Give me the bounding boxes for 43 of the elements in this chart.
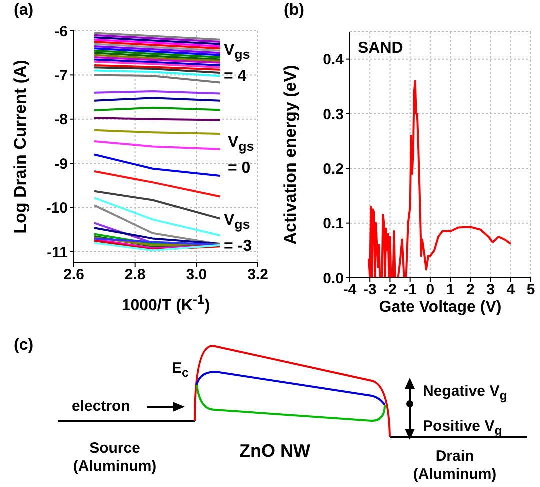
x-tick-label: -4	[343, 282, 358, 299]
x-tick-label: 5	[526, 282, 536, 299]
chart-title: (a)	[14, 2, 34, 20]
y-tick-label: 0.2	[323, 160, 344, 178]
x-tick-label: 1	[446, 282, 455, 299]
x-axis-title: Gate Voltage (V)	[378, 299, 503, 317]
chart-title: (b)	[284, 2, 304, 20]
annotation: V$_{gs}$ = 4	[224, 41, 252, 88]
x-tick-label: 3.0	[186, 266, 208, 284]
x-tick-label: 2	[466, 282, 475, 299]
text: E$_{c}$	[172, 360, 190, 382]
x-tick-label: 2.8	[124, 266, 146, 284]
text: (c)	[14, 337, 34, 355]
x-tick-label: 3	[486, 282, 495, 299]
x-tick-label: 0	[426, 282, 435, 299]
y-tick-label: 0.3	[323, 106, 344, 124]
x-tick-label: 3.2	[248, 266, 268, 284]
y-axis-title: Log Drain Current (A)	[11, 60, 31, 234]
annotation: V$_{gs}$ = 0	[228, 133, 256, 180]
source-note: Source (Aluminum)	[72, 440, 158, 476]
text: ZnO NW	[238, 441, 312, 461]
x-tick-label: 4	[506, 282, 516, 299]
y-tick-label: 0.0	[323, 270, 344, 288]
x-tick-label: -1	[404, 282, 418, 299]
y-axis-title: Activation energy (eV)	[281, 65, 301, 245]
text: Negative V$_{g}$	[423, 383, 508, 405]
y-tick-label: 0.4	[323, 52, 345, 69]
y-tick-label: -9	[54, 156, 68, 173]
y-tick-label: -6	[54, 23, 68, 40]
text: electron	[72, 398, 132, 416]
x-tick-label: -3	[363, 282, 377, 299]
x-tick-label: 2.6	[64, 266, 84, 284]
y-tick-label: 0.1	[323, 216, 344, 233]
line-series	[368, 80, 512, 278]
text: Drain (Aluminum)	[412, 448, 498, 484]
y-tick-label: -11	[47, 244, 68, 262]
x-tick-label: -2	[384, 282, 397, 299]
y-tick-label: -10	[46, 200, 68, 218]
annotation: SAND	[358, 39, 404, 59]
annotation: V$_{gs}$ = -3	[224, 211, 254, 258]
x-axis-title: 1000/T (K$^{-1}$)	[120, 292, 212, 316]
y-tick-label: -8	[54, 112, 68, 129]
y-tick-label: -7	[54, 68, 68, 85]
